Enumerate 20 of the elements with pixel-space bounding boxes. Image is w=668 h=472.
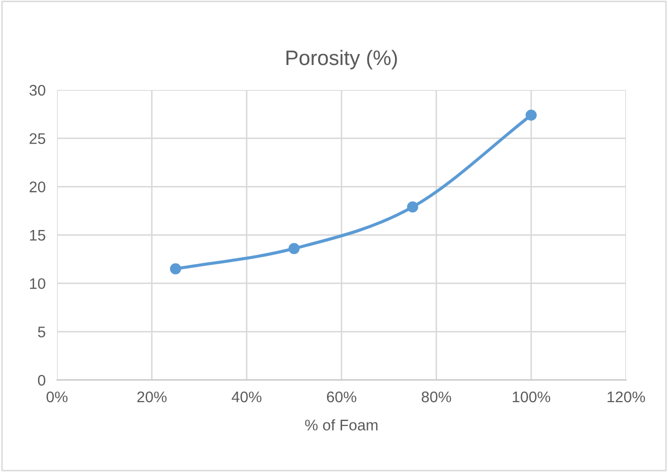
x-tick-label: 0% bbox=[46, 392, 68, 402]
y-tick-label: 30 bbox=[29, 84, 46, 96]
point bbox=[288, 242, 300, 254]
x-tick-label: 80% bbox=[422, 392, 452, 402]
x-tick-label: 40% bbox=[232, 392, 262, 402]
y-tick-label: 0 bbox=[38, 374, 46, 386]
y-tick-label: 5 bbox=[38, 326, 46, 338]
x-tick-label: 20% bbox=[137, 392, 167, 402]
y-tick-label: 10 bbox=[30, 278, 46, 290]
point bbox=[407, 201, 418, 213]
x-axis-title: % of Foam bbox=[305, 419, 378, 430]
y-tick-label: 15 bbox=[30, 230, 46, 241]
y-tick-label: 20 bbox=[30, 182, 46, 192]
chart-title: Porosity (%) bbox=[286, 50, 397, 70]
x-tick-label: 120% bbox=[608, 392, 645, 402]
x-tick-label: 100% bbox=[512, 392, 550, 402]
point bbox=[526, 110, 537, 121]
x-tick-label: 60% bbox=[326, 392, 356, 402]
point bbox=[170, 263, 182, 274]
y-tick-label: 25 bbox=[30, 133, 46, 144]
